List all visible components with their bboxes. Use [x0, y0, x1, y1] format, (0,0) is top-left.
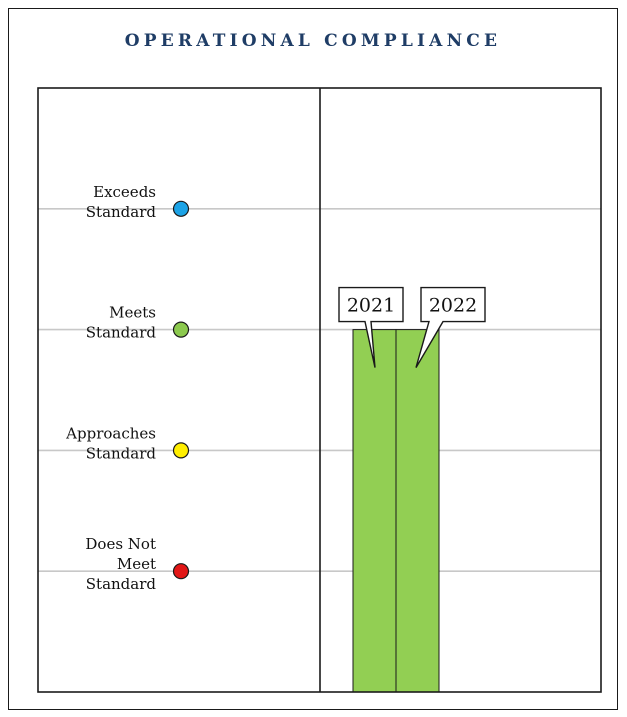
level-label: Does Not	[85, 535, 156, 553]
level-label: Exceeds	[93, 183, 156, 201]
bar-2021	[352, 329, 397, 693]
level-label: Meets	[109, 304, 156, 322]
level-label: Meet	[117, 555, 156, 573]
callout-2022	[415, 286, 486, 368]
level-marker-icon	[172, 321, 190, 338]
callout-2021	[338, 286, 404, 368]
level-label: Standard	[86, 203, 157, 221]
level-label: Standard	[86, 324, 157, 342]
callout-label: 2022	[429, 295, 477, 317]
level-label: Standard	[86, 444, 157, 462]
bar-2022	[395, 329, 440, 693]
level-label: Approaches	[65, 424, 156, 442]
chart-card: OPERATIONAL COMPLIANCE	[8, 8, 618, 710]
callout-label: 2021	[347, 295, 395, 317]
level-marker-icon	[172, 442, 190, 459]
level-marker-icon	[172, 563, 190, 580]
level-label: Standard	[86, 575, 157, 593]
chart-title: OPERATIONAL COMPLIANCE	[124, 31, 502, 51]
level-marker-icon	[172, 200, 190, 217]
